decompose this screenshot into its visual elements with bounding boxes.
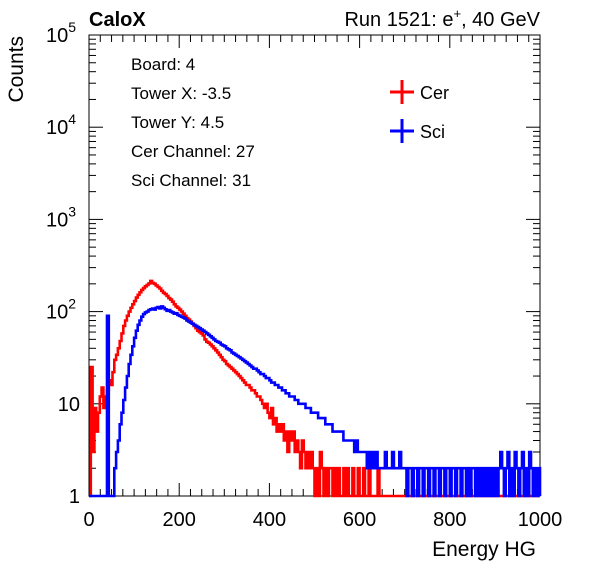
- y-tick-label: 105: [46, 19, 76, 47]
- y-tick-label: 103: [46, 203, 76, 231]
- x-axis-title: Energy HG: [432, 538, 536, 561]
- info-tower-x: Tower X: -3.5: [131, 84, 231, 103]
- series-sci-histogram: [89, 305, 542, 498]
- x-tick-label: 600: [343, 509, 376, 531]
- run-label-main: Run 1521: e: [344, 9, 453, 31]
- series-cer-histogram: [89, 279, 540, 498]
- y-tick-label: 1: [69, 486, 80, 508]
- info-board: Board: 4: [131, 55, 195, 74]
- y-tick-label: 10: [58, 394, 80, 416]
- info-cer-channel: Cer Channel: 27: [131, 142, 255, 161]
- legend-cer-label: Cer: [420, 83, 449, 103]
- info-sci-channel: Sci Channel: 31: [131, 171, 251, 190]
- plot-frame: [88, 34, 541, 497]
- x-tick-label: 0: [83, 509, 94, 531]
- info-tower-y: Tower Y: 4.5: [131, 113, 224, 132]
- run-label: Run 1521: e+, 40 GeV: [344, 6, 540, 31]
- x-tick-label: 400: [253, 509, 286, 531]
- run-label-superscript: +: [453, 6, 461, 21]
- x-tick-label: 800: [433, 509, 466, 531]
- y-axis-title: Counts: [5, 36, 28, 103]
- series-layer: [89, 279, 542, 498]
- y-tick-label: 102: [46, 296, 76, 324]
- axis-ticks: 0 200 400 600 800 1000 1 10 102 103 104 105: [46, 19, 562, 531]
- x-tick-label: 1000: [518, 509, 563, 531]
- info-box: Board: 4 Tower X: -3.5 Tower Y: 4.5 Cer …: [131, 55, 255, 190]
- x-tick-label: 200: [163, 509, 196, 531]
- legend-sci-label: Sci: [420, 122, 445, 142]
- y-tick-label: 104: [46, 111, 76, 139]
- legend: Cer Sci: [390, 80, 449, 143]
- run-label-suffix: , 40 GeV: [461, 9, 541, 31]
- experiment-label: CaloX: [89, 9, 146, 31]
